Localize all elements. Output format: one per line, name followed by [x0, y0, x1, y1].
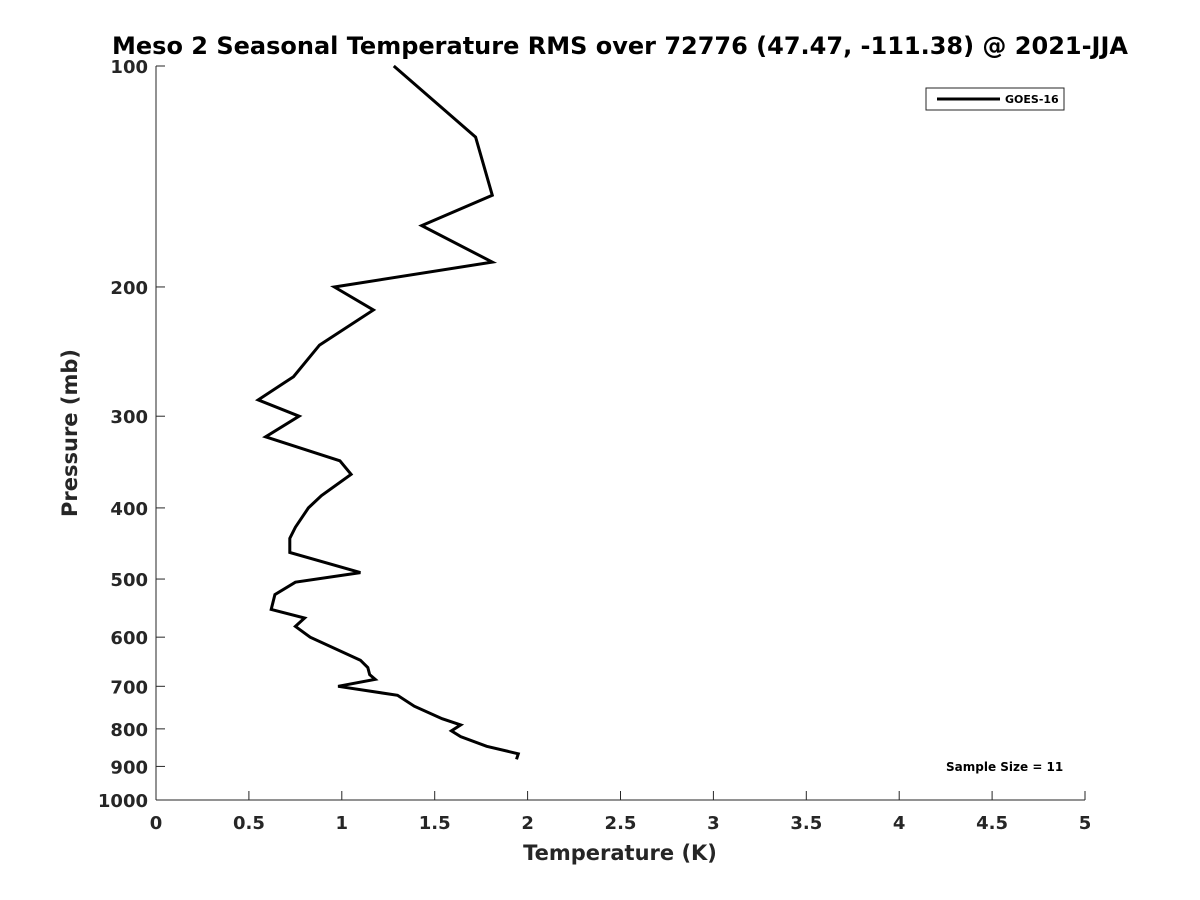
y-axis-label: Pressure (mb): [58, 349, 82, 517]
legend: GOES-16: [925, 87, 1065, 111]
y-tick-label: 900: [110, 757, 148, 778]
sample-size-annotation: Sample Size = 11: [946, 760, 1063, 774]
y-tick-label: 100: [110, 57, 148, 78]
series-line-goes16: [254, 64, 521, 760]
x-ticks: 0 0.5 1 1.5 2 2.5 3 3.5 4 4.5 5: [150, 791, 1092, 834]
y-ticks: 100 200 300 400 500 600 700 800 900 1000: [98, 57, 165, 812]
legend-label-goes16: GOES-16: [1005, 93, 1059, 106]
y-tick-label: 400: [110, 499, 148, 520]
x-axis-label: Temperature (K): [523, 841, 717, 865]
x-tick-label: 0: [150, 813, 163, 834]
x-tick-label: 2: [521, 813, 534, 834]
y-tick-label: 800: [110, 720, 148, 741]
x-tick-label: 5: [1079, 813, 1092, 834]
y-tick-label: 500: [110, 570, 148, 591]
x-tick-label: 2.5: [605, 813, 637, 834]
x-tick-label: 1.5: [419, 813, 451, 834]
x-tick-label: 4.5: [976, 813, 1008, 834]
x-tick-label: 4: [893, 813, 906, 834]
y-tick-label: 1000: [98, 791, 148, 812]
series-layer: [254, 64, 521, 760]
x-tick-label: 1: [336, 813, 349, 834]
y-tick-label: 300: [110, 407, 148, 428]
chart-title: Meso 2 Seasonal Temperature RMS over 727…: [112, 32, 1128, 60]
y-tick-label: 600: [110, 628, 148, 649]
x-tick-label: 3.5: [790, 813, 822, 834]
x-tick-label: 3: [707, 813, 720, 834]
x-tick-label: 0.5: [233, 813, 265, 834]
y-tick-label: 700: [110, 677, 148, 698]
y-tick-label: 200: [110, 278, 148, 299]
